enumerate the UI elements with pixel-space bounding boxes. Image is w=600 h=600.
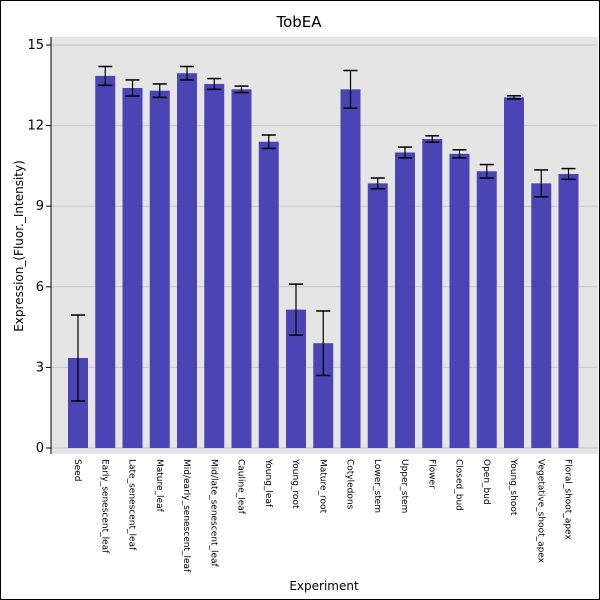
bar — [504, 97, 524, 448]
x-tick-label: Lower_stem — [372, 459, 382, 513]
bar — [177, 73, 197, 449]
error-bar — [398, 146, 412, 159]
x-tick-label: Mature_leaf — [154, 459, 164, 513]
y-tick-label: 3 — [36, 360, 44, 375]
error-bar — [180, 65, 194, 81]
y-tick-label: 15 — [27, 38, 44, 53]
bar — [286, 309, 306, 448]
error-bar — [261, 134, 276, 150]
x-tick-label: Upper_stem — [399, 459, 409, 513]
error-bar — [207, 77, 222, 91]
error-bar — [125, 79, 140, 97]
x-tick-label: Mature_root — [317, 459, 327, 514]
x-tick-label: Floral_shoot_apex — [563, 459, 573, 540]
bar — [422, 139, 443, 449]
bar — [395, 152, 415, 448]
error-bar — [316, 310, 331, 377]
bar — [367, 183, 388, 448]
x-tick-label: Seed — [72, 459, 82, 482]
x-tick-label: Late_senescent_leaf — [127, 459, 137, 551]
bar — [476, 171, 497, 449]
x-tick-label: Mid/late_senescent_leaf — [208, 459, 218, 568]
x-tick-label: Young_root — [290, 458, 300, 509]
bar — [340, 89, 361, 448]
bar — [122, 87, 143, 448]
x-axis-title: Experiment — [289, 579, 359, 593]
bar — [149, 90, 170, 448]
x-tick-label: Vegetative_shoot_apex — [535, 459, 545, 564]
bar — [68, 357, 88, 448]
bars — [68, 73, 579, 449]
error-bar — [234, 85, 249, 94]
bar — [558, 173, 579, 448]
x-tick-labels: Seed Early_senescent_leaf Late_senescent_l… — [72, 458, 573, 573]
chart-title: TobEA — [275, 13, 322, 31]
error-bar — [152, 83, 167, 99]
x-tick-label: Closed_bud — [454, 459, 464, 511]
error-bar — [98, 65, 113, 87]
error-bar — [561, 167, 576, 181]
y-tick-label: 6 — [36, 280, 44, 295]
x-tick-label: Early_senescent_leaf — [99, 459, 109, 554]
y-tick-label: 9 — [36, 199, 44, 214]
error-bar — [289, 283, 303, 336]
x-tick-label: Young_leaf — [263, 458, 273, 508]
bar — [258, 141, 279, 448]
error-bar — [507, 95, 521, 100]
error-bar — [370, 177, 385, 190]
bar — [531, 183, 552, 448]
x-tick-label: Cotyledons — [345, 459, 355, 510]
error-bar — [452, 149, 467, 159]
error-bar — [343, 69, 358, 109]
bar — [204, 83, 225, 448]
bar — [449, 153, 470, 448]
x-tick-label: Cauline_leaf — [236, 459, 246, 515]
bar — [313, 343, 334, 448]
y-axis-title: Expression_(Fluor._Intensity) — [12, 160, 26, 332]
error-bar — [479, 163, 494, 179]
y-tick-label: 12 — [27, 119, 44, 134]
y-tick-label: 0 — [36, 441, 44, 456]
error-bar — [425, 135, 440, 144]
y-ticks: 0 3 6 9 12 15 — [27, 38, 51, 456]
error-bars — [71, 65, 576, 402]
bar — [95, 75, 116, 448]
x-tick-label: Flower — [426, 459, 436, 489]
x-tick-label: Mid/early_senescent_leaf — [181, 459, 191, 573]
x-tick-label: Open_bud — [481, 459, 491, 505]
error-bar — [534, 169, 549, 198]
bar — [231, 89, 252, 448]
x-tick-label: Young_shoot — [508, 458, 518, 516]
error-bar — [71, 314, 85, 402]
